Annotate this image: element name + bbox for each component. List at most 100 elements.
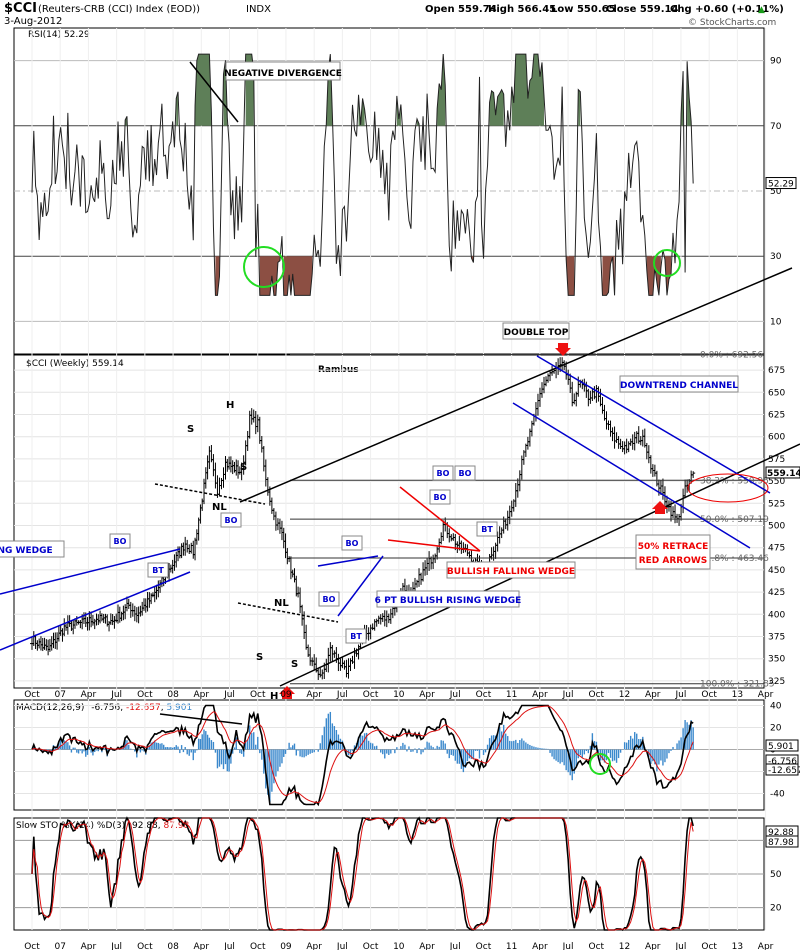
price-bar xyxy=(507,505,512,525)
macd-tick-label: 20 xyxy=(770,724,782,734)
sto-x-tick-label: Apr xyxy=(532,942,548,950)
price-bar xyxy=(368,624,373,640)
rising-wedge-upper xyxy=(0,548,181,595)
price-bar xyxy=(312,654,317,671)
price-bar xyxy=(378,614,383,625)
price-bar xyxy=(499,527,504,539)
svg-text:BO: BO xyxy=(346,539,359,548)
price-tick-label: 375 xyxy=(768,632,785,642)
rsi-overbought-fill xyxy=(511,54,545,126)
sto-x-tick-label: 10 xyxy=(393,942,405,950)
rsi-layer xyxy=(31,53,694,296)
double-top-label: DOUBLE TOP xyxy=(502,322,570,340)
sto-x-tick-label: Oct xyxy=(589,942,605,950)
price-bar xyxy=(219,478,224,490)
price-bar xyxy=(326,647,331,673)
fib-level-label: 61.8% : 463.46 xyxy=(700,554,769,564)
price-x-tick-label: Apr xyxy=(758,690,774,700)
price-bar xyxy=(211,454,216,477)
price-bar xyxy=(535,393,540,416)
price-bar xyxy=(618,438,623,450)
grid-layer xyxy=(14,28,767,930)
svg-text:RISING WEDGE: RISING WEDGE xyxy=(0,546,53,556)
annotation-layer: 0.0% : 692.56 38.2% : 550.95 50.0% : 507.1… xyxy=(0,61,800,775)
sto-panel-label: Slow STO %K(14) %D(3) 92.88, 87.98 xyxy=(16,821,190,831)
rsi-oversold-fill xyxy=(602,256,615,296)
price-bar xyxy=(660,478,665,500)
price-x-tick-label: Apr xyxy=(81,690,97,700)
falling-wedge-lower xyxy=(387,539,481,552)
price-bar xyxy=(417,568,422,587)
price-bar xyxy=(271,508,276,521)
price-x-tick-label: 08 xyxy=(167,690,179,700)
price-bar xyxy=(332,650,337,658)
downtrend-channel-upper xyxy=(536,355,771,494)
sto-x-tick-label: 09 xyxy=(280,942,292,950)
price-bar xyxy=(384,610,389,628)
rsi-oversold-circle xyxy=(243,246,285,288)
price-bar xyxy=(132,605,137,622)
price-bar xyxy=(187,544,192,555)
price-layer xyxy=(30,354,764,685)
rsi-overbought-fill xyxy=(195,54,212,126)
price-panel xyxy=(13,354,765,689)
price-bar xyxy=(529,420,534,437)
price-bar xyxy=(366,627,371,641)
price-bar xyxy=(419,572,424,585)
sto-label-d: 87.98 xyxy=(164,821,190,831)
svg-text:BO: BO xyxy=(323,595,336,604)
sto-x-tick-label: Apr xyxy=(81,942,97,950)
price-bar xyxy=(421,562,426,582)
breakout-label: BO xyxy=(432,465,454,481)
fib-level-label: 100.0% : 321.85 xyxy=(700,680,775,690)
price-bar xyxy=(277,518,282,534)
price-tick-label: 450 xyxy=(768,566,785,576)
breakout-label: BO xyxy=(220,512,242,528)
sto-tick-label: 50 xyxy=(770,870,782,880)
price-x-tick-label: Jul xyxy=(675,690,687,700)
breakout-label: BO xyxy=(454,465,476,481)
price-bar xyxy=(447,528,452,543)
price-bar xyxy=(221,467,226,488)
sto-x-tick-label: Apr xyxy=(194,942,210,950)
price-bar xyxy=(544,376,549,387)
price-bar xyxy=(539,382,544,398)
shoulder-label: S xyxy=(240,462,247,473)
macd-current-value: -6.756 xyxy=(768,757,797,767)
price-bar xyxy=(673,504,678,524)
price-bar xyxy=(546,373,551,383)
price-x-tick-label: Oct xyxy=(250,690,266,700)
sto-x-tick-label: 08 xyxy=(167,942,179,950)
ohlc-chg: Chg +0.60 (+0.11%) xyxy=(670,4,784,15)
rising-wedge-label: RISING WEDGE xyxy=(0,540,65,558)
bullish-rising-wedge-upper xyxy=(317,555,379,567)
rsi-current-value: 52.29 xyxy=(768,180,794,190)
bullish-rising-wedge-label: 6 PT BULLISH RISING WEDGE xyxy=(375,590,522,608)
price-tick-label: 600 xyxy=(768,433,785,443)
price-bar xyxy=(681,488,686,514)
price-tick-label: 400 xyxy=(768,610,785,620)
rsi-tick-label: 90 xyxy=(770,57,782,67)
price-x-tick-label: Oct xyxy=(589,690,605,700)
price-bar xyxy=(415,579,420,588)
price-bar xyxy=(128,601,133,618)
sto-x-tick-label: Oct xyxy=(24,942,40,950)
price-x-tick-label: Jul xyxy=(223,690,235,700)
price-x-tick-label: 10 xyxy=(393,690,405,700)
bullish-rising-wedge-lower xyxy=(337,555,384,617)
svg-text:BO: BO xyxy=(437,469,450,478)
price-tick-label: 550 xyxy=(768,477,785,487)
price-x-tick-label: Apr xyxy=(419,690,435,700)
macd-label-prefix: MACD(12,26,9) xyxy=(16,703,84,713)
macd-label-value: -6.756 xyxy=(91,703,120,713)
negative-divergence-label: NEGATIVE DIVERGENCE xyxy=(224,61,342,81)
svg-text:6 PT BULLISH RISING WEDGE: 6 PT BULLISH RISING WEDGE xyxy=(375,596,522,606)
price-bar xyxy=(566,369,571,385)
price-bar xyxy=(455,541,460,553)
watermark: © StockCharts.com xyxy=(688,18,776,28)
price-tick-label: 625 xyxy=(768,410,785,420)
sto-d-value: 87.98 xyxy=(768,838,794,848)
sto-x-tick-label: Apr xyxy=(419,942,435,950)
retrace-ellipse xyxy=(687,473,769,503)
